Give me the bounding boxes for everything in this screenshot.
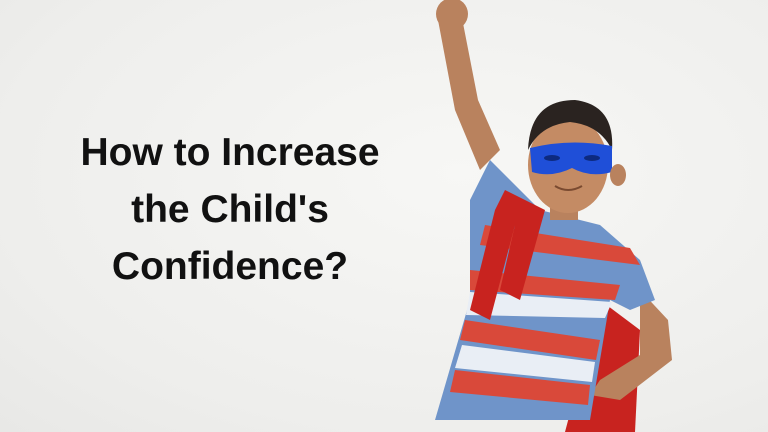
mask (530, 142, 612, 175)
hip-arm (590, 290, 672, 400)
cape-tie (470, 190, 545, 320)
headline-line-1: How to Increase (80, 131, 380, 174)
headline: How to Increase the Child's Confidence? (40, 124, 420, 295)
headline-line-2: the Child's (131, 188, 329, 231)
shirt-white-stripes (455, 292, 612, 382)
fist (436, 0, 468, 30)
ear (610, 164, 626, 186)
headline-line-3: Confidence? (111, 245, 349, 288)
smile (554, 185, 583, 191)
raised-arm (438, 18, 500, 170)
hair (528, 100, 613, 150)
